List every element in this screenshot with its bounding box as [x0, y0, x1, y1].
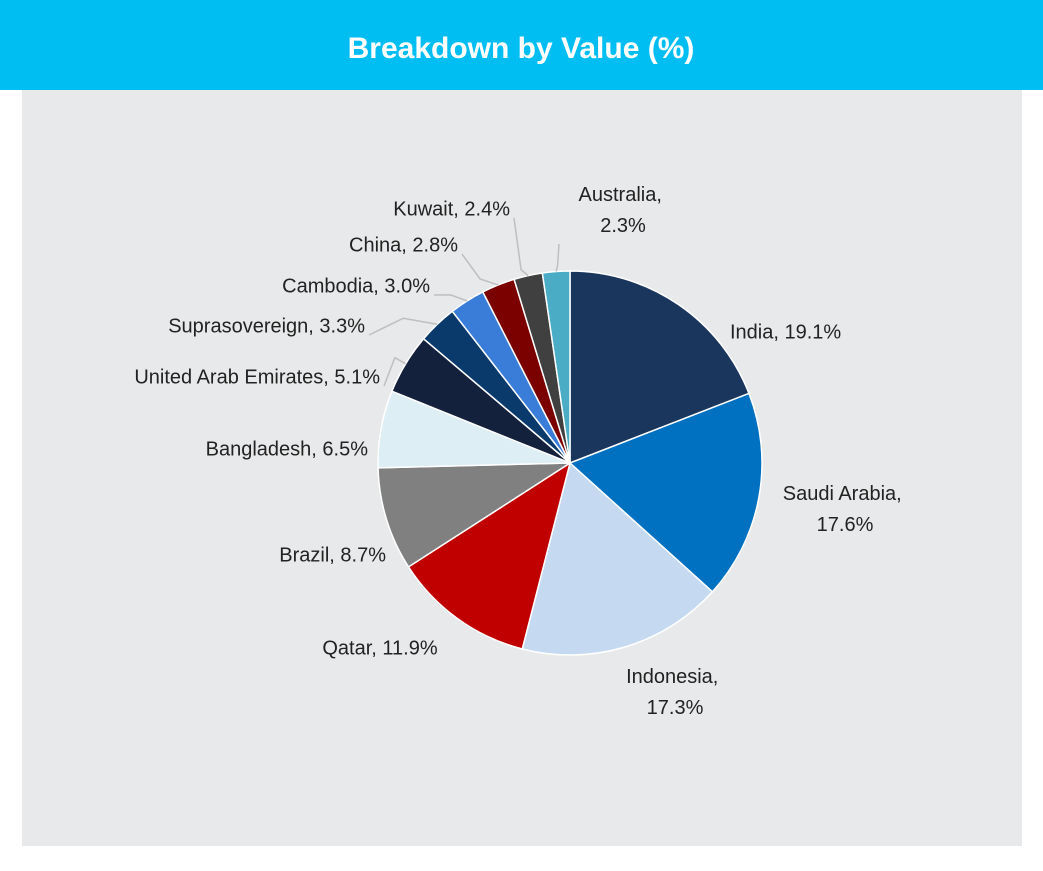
data-label: Australia, 2.3% [579, 184, 668, 237]
pie-slice [521, 461, 714, 656]
leader-line [383, 356, 407, 387]
pie-slice [407, 461, 572, 650]
data-label: Indonesia, 17.3% [626, 666, 724, 719]
data-label: Bangladesh, 6.5% [206, 438, 369, 460]
leader-line [461, 253, 499, 286]
data-label: India, 19.1% [730, 321, 841, 343]
data-label: United Arab Emirates, 5.1% [134, 366, 380, 388]
data-label: Suprasovereign, 3.3% [168, 315, 365, 337]
data-label: Qatar, 11.9% [322, 637, 437, 659]
data-label: Saudi Arabia, 17.6% [783, 483, 908, 536]
data-label: Cambodia, 3.0% [282, 275, 430, 297]
chart-title: Breakdown by Value (%) [348, 32, 695, 65]
leader-line [513, 217, 529, 277]
pie-slice [377, 462, 573, 568]
data-label: Kuwait, 2.4% [393, 198, 510, 220]
pie-slice [569, 270, 750, 465]
data-label: China, 2.8% [349, 234, 458, 256]
data-label: Brazil, 8.7% [279, 544, 386, 566]
leader-line [555, 243, 560, 272]
header-bar [0, 0, 1043, 90]
leader-line [433, 294, 468, 302]
pie-slice [568, 392, 763, 593]
leader-line [368, 317, 438, 336]
